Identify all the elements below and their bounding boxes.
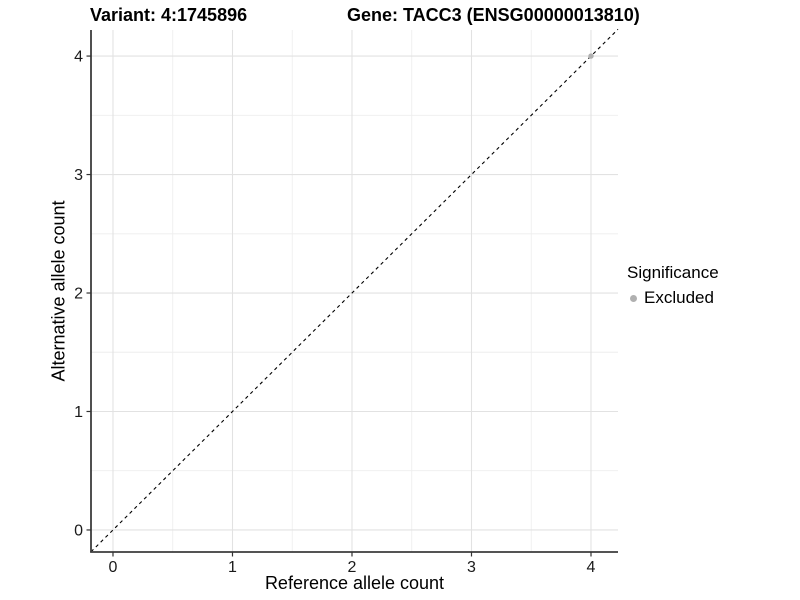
legend-point-icon <box>630 294 637 302</box>
y-axis-title: Alternative allele count <box>48 200 69 382</box>
legend-item-label: Excluded <box>644 288 714 307</box>
y-tick-label: 1 <box>74 404 83 421</box>
x-tick-label: 1 <box>228 559 237 576</box>
legend-item-excluded: Excluded <box>627 288 719 308</box>
x-tick-label: 2 <box>348 559 357 576</box>
y-tick-label: 4 <box>74 49 83 66</box>
plot-title-variant: Variant: 4:1745896 <box>90 5 248 25</box>
y-tick-label: 3 <box>74 167 83 184</box>
identity-line <box>90 28 619 553</box>
legend: Significance Excluded <box>627 263 719 308</box>
x-tick-label: 4 <box>587 559 596 576</box>
x-tick-label: 3 <box>467 559 476 576</box>
y-tick-label: 0 <box>74 522 83 539</box>
plot-title-gene: Gene: TACC3 (ENSG00000013810) <box>347 5 640 25</box>
data-point <box>588 53 594 59</box>
legend-title: Significance <box>627 263 719 282</box>
y-tick-label: 2 <box>74 286 83 303</box>
x-tick-label: 0 <box>109 559 118 576</box>
x-axis-title: Reference allele count <box>264 573 445 593</box>
